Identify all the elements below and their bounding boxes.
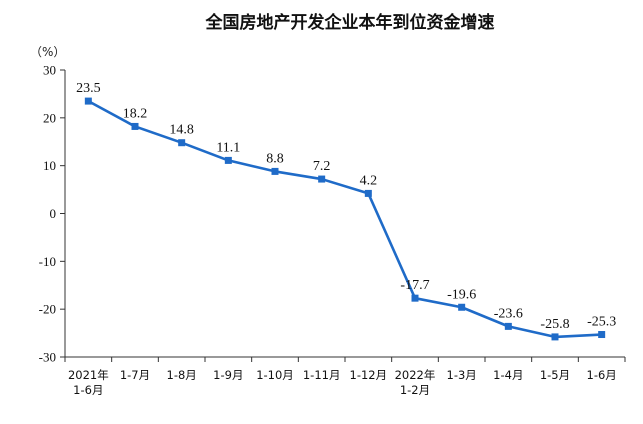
data-label: 14.8 [169, 123, 194, 138]
data-label: 8.8 [266, 151, 284, 166]
x-tick-label: 1-4月 [493, 368, 523, 382]
y-tick-label: -30 [39, 350, 56, 365]
x-tick-label: 2021年 1-6月 [68, 368, 109, 397]
x-tick-label: 1-12月 [350, 368, 388, 382]
x-tick-label: 2022年 1-2月 [395, 368, 436, 397]
series-line [87, 99, 602, 339]
data-point [271, 167, 279, 175]
data-point [411, 294, 419, 302]
data-label: 4.2 [360, 173, 378, 188]
data-point [458, 303, 466, 311]
x-tick-label: 1-3月 [447, 368, 477, 382]
x-tick-label: 1-8月 [167, 368, 197, 382]
y-tick-label: 10 [43, 158, 56, 173]
data-point [551, 333, 559, 341]
data-point [84, 97, 92, 105]
data-point [504, 322, 512, 330]
x-tick-label: 1-9月 [213, 368, 243, 382]
data-label: 7.2 [313, 159, 331, 174]
data-labels: 23.5 18.2 14.8 11.1 8.8 7.2 4.2 -17.7 -19.6 -23.6… [76, 81, 616, 332]
y-tick-label: 20 [43, 110, 56, 125]
data-label: -23.6 [494, 306, 523, 321]
data-label: -25.3 [587, 315, 616, 330]
data-label: -19.6 [447, 287, 476, 302]
y-tick-label: -10 [39, 254, 56, 269]
data-point [318, 175, 326, 183]
y-tick-label: 0 [50, 206, 57, 221]
data-point [131, 122, 139, 130]
data-point [224, 156, 232, 164]
x-tick-label: 1-11月 [303, 368, 341, 382]
data-label: 18.2 [123, 106, 148, 121]
data-label: 23.5 [76, 81, 101, 96]
data-point [598, 331, 606, 339]
data-label: -25.8 [540, 317, 569, 332]
x-tick-label: 1-10月 [256, 368, 294, 382]
y-axis-ticks: 30 20 10 0 -10 -20 -30 [39, 63, 65, 365]
y-axis-unit-label: （%） [30, 45, 65, 59]
x-tick-label: 1-7月 [120, 368, 150, 382]
x-tick-label: 1-5月 [540, 368, 570, 382]
series-group [84, 97, 606, 341]
x-axis-ticks: 2021年 1-6月 1-7月 1-8月 1-9月 1-10月 1-11月 1-12月 2022… [64, 357, 626, 397]
chart-title: 全国房地产开发企业本年到位资金增速 [205, 12, 495, 33]
data-label: 11.1 [216, 140, 240, 155]
data-point [364, 189, 372, 197]
data-point [178, 139, 186, 147]
x-tick-label: 1-6月 [587, 368, 617, 382]
axes [64, 70, 625, 358]
y-tick-label: -20 [39, 302, 56, 317]
data-label: -17.7 [400, 278, 429, 293]
y-tick-label: 30 [43, 63, 56, 78]
